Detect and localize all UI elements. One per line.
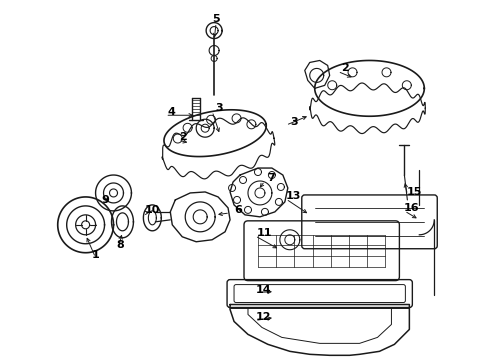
Text: 12: 12: [256, 312, 271, 323]
Text: 2: 2: [179, 132, 187, 142]
Text: 13: 13: [285, 191, 301, 201]
Text: 6: 6: [234, 205, 242, 215]
Text: 9: 9: [102, 195, 109, 205]
Text: 7: 7: [266, 173, 274, 183]
Text: 15: 15: [406, 187, 421, 197]
Text: 2: 2: [340, 63, 348, 73]
Text: 4: 4: [167, 107, 175, 117]
Text: 14: 14: [256, 284, 271, 294]
Text: 16: 16: [403, 203, 418, 213]
Text: 3: 3: [215, 103, 223, 113]
Text: 1: 1: [92, 250, 99, 260]
Text: 3: 3: [289, 117, 297, 127]
Text: 8: 8: [116, 240, 124, 250]
Text: 5: 5: [212, 14, 220, 24]
Text: 10: 10: [144, 205, 160, 215]
Text: 11: 11: [257, 228, 272, 238]
